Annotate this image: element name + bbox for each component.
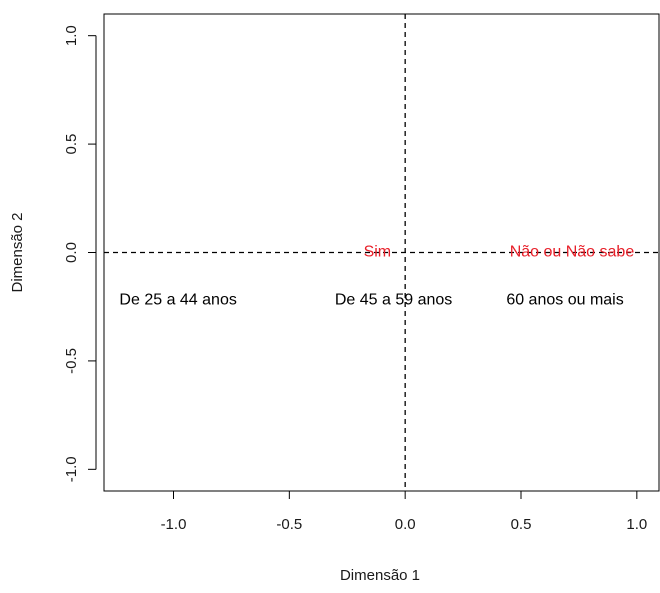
x-tick-label: -1.0 xyxy=(161,516,187,533)
x-axis-title: Dimensão 1 xyxy=(340,567,420,584)
reference-lines xyxy=(104,14,660,491)
y-tick-label: 0.5 xyxy=(63,134,80,155)
y-tick-label: 0.0 xyxy=(63,242,80,263)
point-label: Não ou Não sabe xyxy=(510,244,635,261)
point-labels: De 25 a 44 anos De 45 a 59 anos 60 anos ou… xyxy=(119,244,634,309)
x-tick-label: 1.0 xyxy=(626,516,647,533)
x-tick-label: 0.0 xyxy=(395,516,416,533)
y-axis: -1.0 -0.5 0.0 0.5 1.0 xyxy=(63,25,97,482)
y-axis-title: Dimensão 2 xyxy=(9,212,26,292)
y-tick-label: -1.0 xyxy=(63,456,80,482)
x-tick-label: -0.5 xyxy=(276,516,302,533)
point-label: 60 anos ou mais xyxy=(506,291,623,308)
point-label: Sim xyxy=(364,244,392,261)
x-tick-label: 0.5 xyxy=(511,516,532,533)
y-tick-label: 1.0 xyxy=(63,25,80,46)
y-tick-label: -0.5 xyxy=(63,348,80,374)
point-label: De 45 a 59 anos xyxy=(335,291,452,308)
point-label: De 25 a 44 anos xyxy=(119,291,236,308)
x-axis: -1.0 -0.5 0.0 0.5 1.0 xyxy=(161,490,647,533)
